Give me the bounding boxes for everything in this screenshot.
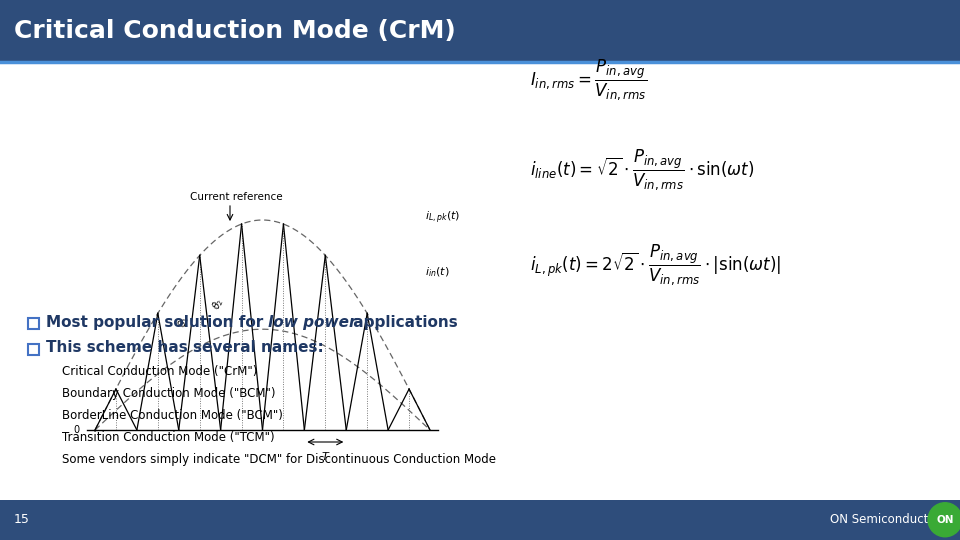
Bar	[0, 500, 960, 540]
Text: Current reference: Current reference	[190, 192, 282, 202]
Text: Most popular solution for: Most popular solution for	[46, 314, 269, 329]
Text: Critical Conduction Mode (CrM): Critical Conduction Mode (CrM)	[14, 19, 456, 43]
Text: $\theta_1$: $\theta_1$	[176, 314, 192, 329]
Text: T: T	[322, 452, 328, 462]
Bar	[28, 344, 39, 355]
Circle shape	[928, 503, 960, 537]
Text: 15: 15	[14, 513, 30, 526]
Text: $I_{in,rms} = \dfrac{P_{in,avg}}{V_{in,rms}}$: $I_{in,rms} = \dfrac{P_{in,avg}}{V_{in,r…	[530, 58, 647, 102]
Text: BorderLine Conduction Mode ("BCM"): BorderLine Conduction Mode ("BCM")	[62, 409, 283, 422]
Bar	[0, 0, 960, 62]
Text: applications: applications	[348, 314, 458, 329]
Bar	[28, 318, 39, 329]
Text: ON Semiconductor®: ON Semiconductor®	[830, 513, 952, 526]
Text: $i_{L,pk}(t) = 2\sqrt{2} \cdot \dfrac{P_{in,avg}}{V_{in,rms}} \cdot |\sin(\omega: $i_{L,pk}(t) = 2\sqrt{2} \cdot \dfrac{P_…	[530, 242, 781, 287]
Text: 0: 0	[74, 425, 80, 435]
Text: Some vendors simply indicate "DCM" for Discontinuous Conduction Mode: Some vendors simply indicate "DCM" for D…	[62, 454, 496, 467]
Text: ON: ON	[936, 515, 953, 525]
Text: $i_{in}(t)$: $i_{in}(t)$	[425, 265, 449, 279]
Text: Critical Conduction Mode ("CrM"): Critical Conduction Mode ("CrM")	[62, 366, 257, 379]
Text: $i_{L,pk}(t)$: $i_{L,pk}(t)$	[425, 210, 460, 226]
Text: This scheme has several names:: This scheme has several names:	[46, 341, 324, 355]
Text: Boundary Conduction Mode ("BCM"): Boundary Conduction Mode ("BCM")	[62, 388, 276, 401]
Text: low power: low power	[268, 314, 356, 329]
Text: $\theta_2$: $\theta_2$	[209, 295, 227, 312]
Text: $i_{line}(t) = \sqrt{2} \cdot \dfrac{P_{in,avg}}{V_{in,rms}} \cdot \sin(\omega t: $i_{line}(t) = \sqrt{2} \cdot \dfrac{P_{…	[530, 148, 755, 192]
Text: Transition Conduction Mode ("TCM"): Transition Conduction Mode ("TCM")	[62, 431, 275, 444]
